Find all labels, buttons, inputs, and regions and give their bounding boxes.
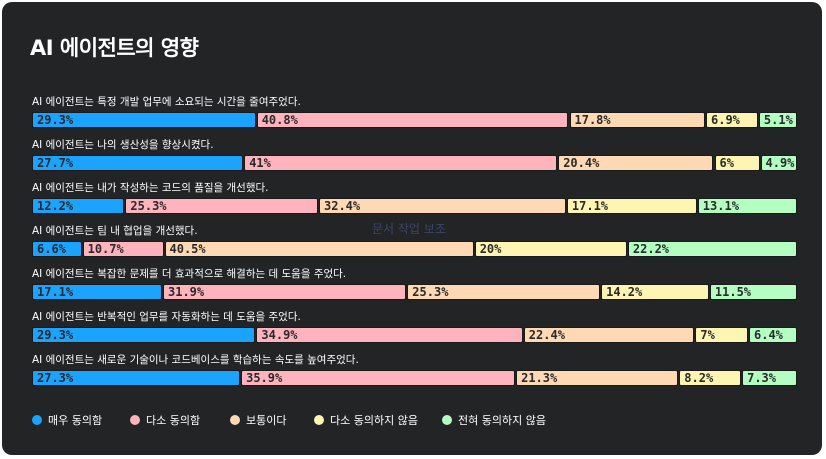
bar-segment: 6.6%	[32, 241, 82, 257]
bar-segment: 17.1%	[566, 198, 697, 214]
question-label: AI 에이전트는 반복적인 업무를 자동화하는 데 도움을 주었다.	[32, 311, 301, 323]
chart-card: AI 에이전트의 영향 AI 에이전트는 특정 개발 업무에 소요되는 시간을 …	[2, 2, 822, 455]
bar-segment: 17.8%	[569, 112, 705, 128]
legend-label: 전혀 동의하지 않음	[458, 414, 546, 427]
legend-label: 다소 동의함	[146, 414, 201, 427]
bar-segment: 27.3%	[32, 370, 241, 386]
legend-item: 보통이다	[230, 412, 286, 428]
legend-item: 전혀 동의하지 않음	[442, 412, 546, 428]
question-label: AI 에이전트는 팀 내 협업을 개선했다.	[32, 225, 198, 237]
bar-segment: 32.4%	[319, 198, 566, 214]
bar-segment: 14.2%	[601, 284, 709, 300]
legend-swatch-icon	[130, 415, 140, 425]
question-label: AI 에이전트는 내가 작성하는 코드의 품질을 개선했다.	[32, 182, 269, 194]
legend-swatch-icon	[442, 415, 452, 425]
bar-segment: 6%	[714, 155, 760, 171]
bar-segment: 6.9%	[706, 112, 758, 128]
bar-segment: 5.1%	[758, 112, 797, 128]
bar-segment: 29.3%	[32, 327, 256, 343]
bar-segment: 8.2%	[679, 370, 742, 386]
bar-segment: 10.7%	[82, 241, 164, 257]
question-label: AI 에이전트는 나의 생산성을 향상시켰다.	[32, 139, 214, 151]
legend-item: 매우 동의함	[32, 412, 102, 428]
bar-segment: 25.3%	[407, 284, 601, 300]
legend-swatch-icon	[314, 415, 324, 425]
legend-label: 다소 동의하지 않음	[330, 414, 418, 427]
bar-segment: 41%	[244, 155, 558, 171]
bar-segment: 20.4%	[558, 155, 714, 171]
bar-segment: 17.1%	[32, 284, 162, 300]
question-label: AI 에이전트는 새로운 기술이나 코드베이스를 학습하는 속도를 높여주었다.	[32, 354, 359, 366]
bar-segment: 20%	[474, 241, 627, 257]
question-label: AI 에이전트는 특정 개발 업무에 소요되는 시간을 줄여주었다.	[32, 96, 301, 108]
bar-segment: 27.7%	[32, 155, 244, 171]
legend-swatch-icon	[230, 415, 240, 425]
bar-segment: 22.4%	[523, 327, 695, 343]
watermark-text: 문서 작업 보조	[372, 222, 446, 236]
bar-segment: 4.9%	[760, 155, 797, 171]
question-label: AI 에이전트는 복잡한 문제를 더 효과적으로 해결하는 데 도움을 주었다.	[32, 268, 347, 280]
bar-segment: 35.9%	[241, 370, 516, 386]
bar-segment: 6.4%	[749, 327, 797, 343]
bar-segment: 40.8%	[256, 112, 569, 128]
bar-segment: 31.9%	[163, 284, 407, 300]
bar-segment: 29.3%	[32, 112, 256, 128]
legend-item: 다소 동의함	[130, 412, 200, 428]
legend-label: 보통이다	[246, 414, 287, 427]
bar-segment: 7.3%	[742, 370, 797, 386]
bar-segment: 34.9%	[256, 327, 523, 343]
bar-segment: 25.3%	[125, 198, 318, 214]
bar-segment: 40.5%	[164, 241, 474, 257]
bar-segment: 7%	[695, 327, 748, 343]
bar-segment: 22.2%	[627, 241, 797, 257]
bar-segment: 12.2%	[32, 198, 125, 214]
chart-title: AI 에이전트의 영향	[30, 36, 199, 60]
legend-swatch-icon	[32, 415, 42, 425]
bar-segment: 13.1%	[697, 198, 797, 214]
bar-segment: 21.3%	[516, 370, 679, 386]
legend-label: 매우 동의함	[48, 414, 103, 427]
bar-segment: 11.5%	[709, 284, 797, 300]
legend-item: 다소 동의하지 않음	[314, 412, 418, 428]
